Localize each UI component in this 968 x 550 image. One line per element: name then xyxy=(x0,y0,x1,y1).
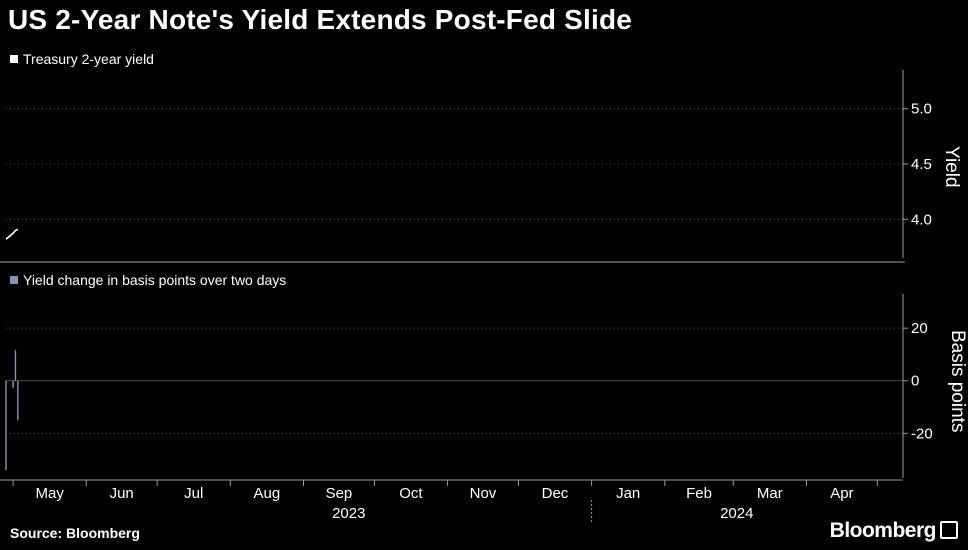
bottom-legend-label: Yield change in basis points over two da… xyxy=(23,272,287,288)
x-year-label: 2023 xyxy=(332,505,365,522)
bottom-legend: Yield change in basis points over two da… xyxy=(10,272,286,288)
bar xyxy=(12,380,14,389)
top-y-tick-label: 4.0 xyxy=(911,211,932,228)
top-y-tick-label: 5.0 xyxy=(911,101,932,118)
x-month-label: Nov xyxy=(470,485,497,502)
x-month-label: Jan xyxy=(616,485,640,502)
x-month-label: Jun xyxy=(110,485,134,502)
x-month-label: May xyxy=(36,485,65,502)
yield-series-line xyxy=(5,228,19,240)
bar-swatch xyxy=(10,276,18,284)
line-swatch xyxy=(10,55,18,63)
x-month-label: Dec xyxy=(542,485,569,502)
top-y-tick-label: 4.5 xyxy=(911,156,932,173)
x-month-label: Mar xyxy=(757,485,783,502)
bar xyxy=(5,380,7,471)
axis-layer: 4.0 4.5 5.0 -20 0 20 May Jun Jul Aug Sep Oct Nov Dec J… xyxy=(0,70,933,522)
bar xyxy=(17,380,19,421)
x-month-label: Sep xyxy=(326,485,353,502)
bar xyxy=(14,350,17,381)
bar-layer xyxy=(5,350,19,471)
bottom-y-tick-label: 20 xyxy=(911,320,928,337)
bottom-y-tick-label: -20 xyxy=(911,425,933,442)
bloomberg-logo-icon xyxy=(940,521,958,539)
x-month-label: Aug xyxy=(254,485,281,502)
x-month-label: Feb xyxy=(686,485,712,502)
x-month-label: Jul xyxy=(184,485,203,502)
source-note: Source: Bloomberg xyxy=(10,525,140,541)
x-month-label: Apr xyxy=(830,485,853,502)
top-legend: Treasury 2-year yield xyxy=(10,51,154,67)
grid-layer xyxy=(6,108,903,434)
bloomberg-logo: Bloomberg xyxy=(829,519,937,542)
x-year-label: 2024 xyxy=(720,505,753,522)
top-legend-label: Treasury 2-year yield xyxy=(23,51,154,67)
chart-title: US 2-Year Note's Yield Extends Post-Fed … xyxy=(8,4,633,35)
x-month-label: Oct xyxy=(399,485,423,502)
bottom-y-tick-label: 0 xyxy=(911,373,919,390)
